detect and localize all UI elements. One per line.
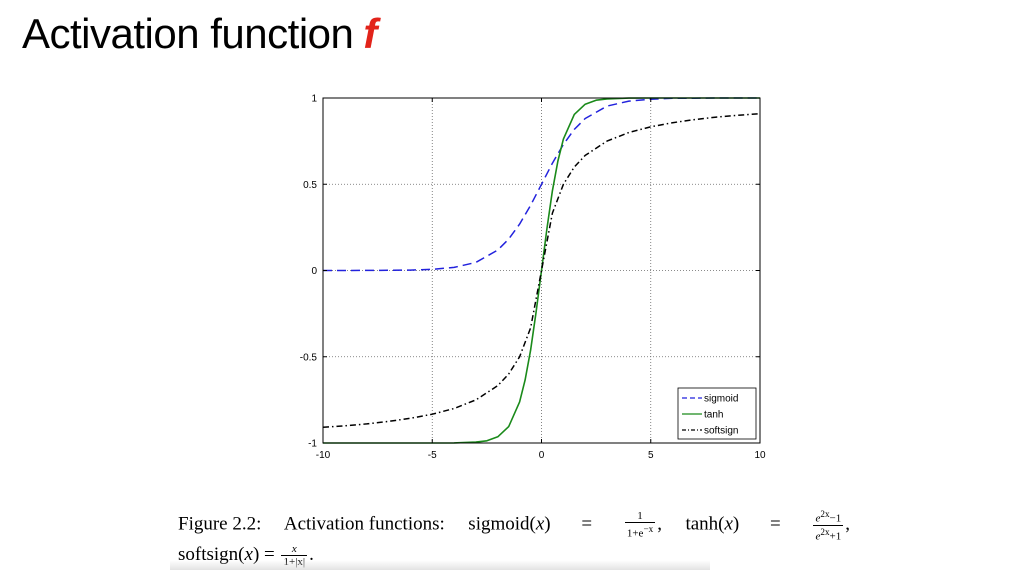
- slide-title: Activation function f: [22, 10, 377, 58]
- sigmoid-fraction: 1 1+e−x: [624, 510, 656, 540]
- comma-1: ,: [657, 513, 662, 535]
- series-line-tanh: [323, 97, 760, 444]
- paren-close-3: ): [252, 544, 260, 566]
- equals-sign-3: =: [264, 544, 275, 566]
- tanh-num-base: e: [815, 512, 821, 525]
- bottom-shadow: [170, 560, 710, 570]
- chart-ticks: -10 -5 0 5 10 -1 -0.5 0 0.5 1: [300, 94, 766, 462]
- caption-text: Activation functions:: [283, 513, 445, 535]
- x-tick-label: -10: [316, 450, 331, 461]
- var-x-3: x: [244, 544, 253, 566]
- x-tick-label: -5: [428, 450, 437, 461]
- y-tick-label: -0.5: [300, 352, 318, 363]
- figure-label: Figure 2.2:: [178, 513, 262, 535]
- x-tick-label: 5: [648, 450, 654, 461]
- x-tick-label: 0: [539, 450, 545, 461]
- paren-close: ): [544, 513, 551, 535]
- period: .: [309, 544, 314, 566]
- sigmoid-den-exp: −x: [643, 524, 654, 535]
- tanh-den-base: e: [815, 530, 821, 543]
- x-tick-label: 10: [754, 450, 766, 461]
- series-line-sigmoid: [323, 97, 760, 272]
- slide-title-accent: f: [363, 10, 377, 57]
- tanh-fraction: e2x−1 e2x+1: [813, 508, 844, 543]
- tanh-den-tail: +1: [829, 530, 842, 543]
- paren-close-2: ): [732, 513, 740, 535]
- comma-2: ,: [845, 513, 850, 535]
- sigmoid-numerator: 1: [624, 510, 656, 524]
- y-tick-label: 0: [311, 266, 317, 277]
- equals-sign: =: [581, 513, 593, 535]
- y-tick-label: -1: [308, 439, 317, 450]
- sigmoid-den-base: 1+e: [626, 527, 644, 540]
- var-x-2: x: [724, 513, 733, 535]
- y-tick-label: 1: [311, 94, 317, 105]
- tanh-num-tail: −1: [829, 512, 842, 525]
- legend-label-sigmoid: sigmoid: [704, 394, 738, 405]
- chart-legend: sigmoid tanh softsign: [677, 387, 757, 440]
- equals-sign-2: =: [770, 513, 781, 535]
- tanh-den-exp: 2x: [820, 526, 830, 537]
- var-x: x: [535, 513, 545, 535]
- activation-chart: -10 -5 0 5 10 -1 -0.5 0 0.5 1 sigmoid tanh softsign: [300, 94, 766, 462]
- sigmoid-denominator: 1+e−x: [625, 523, 655, 540]
- slide-title-text: Activation function: [22, 10, 354, 57]
- softsign-numerator: x: [281, 543, 308, 557]
- tanh-num-exp: 2x: [820, 509, 830, 519]
- tanh-numerator: e2x−1: [813, 508, 844, 526]
- series-line-softsign: [322, 112, 761, 429]
- y-tick-label: 0.5: [303, 180, 317, 191]
- tanh-denominator: e2x+1: [813, 526, 843, 543]
- legend-label-tanh: tanh: [704, 410, 723, 421]
- tanh-lhs: tanh(: [685, 513, 725, 535]
- sigmoid-lhs: sigmoid(: [468, 513, 536, 535]
- caption-line-1: Figure 2.2: Activation functions: sigmoi…: [178, 508, 898, 542]
- legend-label-softsign: softsign: [704, 426, 738, 437]
